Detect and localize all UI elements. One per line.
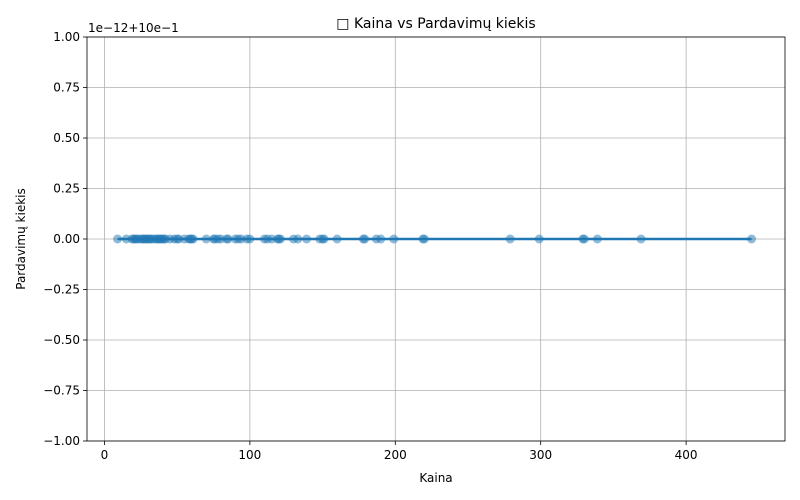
y-tick-label: 1.00 [53,30,80,44]
data-point [319,234,329,244]
x-tick-label: 300 [529,448,552,462]
x-tick-label: 200 [384,448,407,462]
y-axis-ticks: 1.00 0.75 0.50 0.25 0.00 −0.25 −0.50 −0.75 −1.00 [43,30,87,448]
data-point [636,234,646,244]
y-tick-label: 0.50 [53,131,80,145]
y-tick-label: 0.25 [53,182,80,196]
data-point [534,234,544,244]
data-points [113,234,757,244]
y-axis-label: Pardavimų kiekis [14,188,28,290]
data-point [201,234,211,244]
x-axis-label: Kaina [419,471,452,485]
chart-title: □ Kaina vs Pardavimų kiekis [336,16,535,32]
data-point [113,234,123,244]
data-point [302,234,312,244]
data-point [188,234,198,244]
data-point [389,234,399,244]
y-tick-label: 0.75 [53,81,80,95]
x-tick-label: 400 [675,448,698,462]
x-tick-label: 100 [238,448,261,462]
data-point [592,234,602,244]
y-offset-text: 1e−12+10e−1 [88,21,179,35]
data-point [376,234,386,244]
data-point [223,234,233,244]
y-tick-label: −0.25 [43,283,80,297]
data-point [332,234,342,244]
data-point [579,234,589,244]
x-tick-label: 0 [101,448,109,462]
data-point [293,234,303,244]
data-point [747,234,757,244]
data-point [360,234,370,244]
data-point [419,234,429,244]
data-point [275,234,285,244]
data-point [245,234,255,244]
y-tick-label: −0.75 [43,384,80,398]
data-point [505,234,515,244]
x-axis-ticks: 0 100 200 300 400 [101,441,698,462]
y-tick-label: 0.00 [53,232,80,246]
y-tick-label: −0.50 [43,333,80,347]
y-tick-label: −1.00 [43,434,80,448]
